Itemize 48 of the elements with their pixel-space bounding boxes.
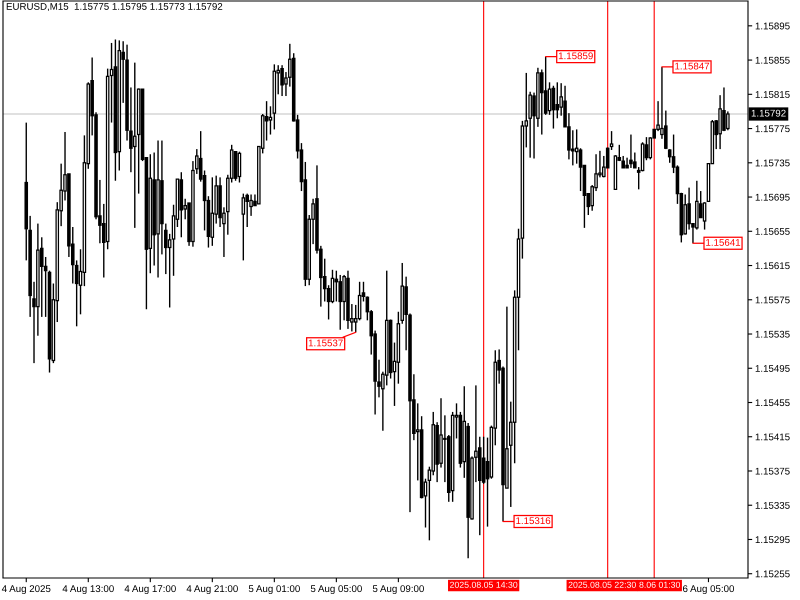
candlestick xyxy=(629,134,633,169)
x-tick-label: 4 Aug 17:00 xyxy=(124,585,176,594)
y-tick-label: 1.15335 xyxy=(756,502,790,509)
candlestick xyxy=(687,186,691,230)
candlestick xyxy=(338,274,342,330)
candlestick xyxy=(552,85,556,130)
annotation: 1.15537 xyxy=(308,340,343,346)
ref-line-label: 8.06 01:30 xyxy=(639,582,680,588)
ref-line-label: 2025.08.05 22:30 xyxy=(568,582,636,588)
annotation: 1.15847 xyxy=(675,62,710,70)
x-tick-label: 6 Aug 05:00 xyxy=(683,585,734,594)
ref-line-label: 2025.08.05 14:30 xyxy=(450,582,518,588)
y-tick-label: 1.15535 xyxy=(756,330,790,338)
annotation: 1.15859 xyxy=(558,52,593,60)
y-tick-label: 1.15615 xyxy=(756,262,790,270)
y-tick-label: 1.15775 xyxy=(756,125,790,132)
candlestick xyxy=(556,82,560,119)
candlestick xyxy=(242,192,246,262)
y-tick-label: 1.15375 xyxy=(756,468,790,475)
x-tick-label: 5 Aug 05:00 xyxy=(310,585,362,594)
y-tick-label: 1.15415 xyxy=(756,434,790,440)
candlestick xyxy=(621,155,625,169)
candlestick xyxy=(726,110,730,131)
y-tick-label: 1.15655 xyxy=(756,228,790,235)
y-tick-label: 1.15255 xyxy=(756,570,790,578)
candlestick xyxy=(238,150,242,184)
annotation: 1.15641 xyxy=(706,238,740,246)
x-tick-label: 4 Aug 21:00 xyxy=(186,585,238,594)
candlestick xyxy=(210,176,214,247)
y-tick-label: 1.15895 xyxy=(756,22,790,30)
y-tick-label: 1.15575 xyxy=(756,296,790,304)
y-tick-label: 1.15735 xyxy=(756,160,790,166)
y-tick-label: 1.15455 xyxy=(756,399,790,406)
candlestick xyxy=(133,62,137,229)
candlestick xyxy=(722,86,726,132)
y-tick-label: 1.15295 xyxy=(756,536,790,544)
x-tick-label: 4 Aug 2025 xyxy=(2,585,50,594)
candlestick xyxy=(280,64,284,97)
annotation: 1.15316 xyxy=(516,517,550,524)
y-tick-label: 1.15855 xyxy=(756,56,790,64)
ref-line-label: 1.15792 xyxy=(752,110,786,117)
x-tick-label: 4 Aug 13:00 xyxy=(62,585,114,594)
y-tick-label: 1.15495 xyxy=(756,364,790,372)
y-tick-label: 1.15815 xyxy=(756,91,790,98)
y-tick-label: 1.15695 xyxy=(756,194,790,201)
x-tick-label: 5 Aug 01:00 xyxy=(248,585,300,594)
chart-title: EURUSD,M15 1.15775 1.15795 1.15773 1.15792 xyxy=(6,2,222,12)
x-tick-label: 5 Aug 09:00 xyxy=(372,585,424,594)
